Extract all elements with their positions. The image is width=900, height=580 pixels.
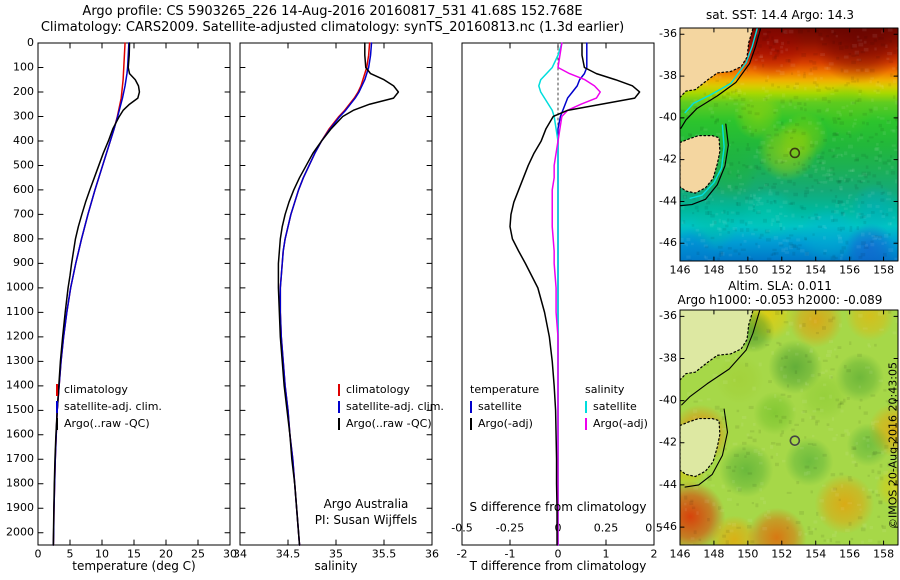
xaxis-label-tdiff: T difference from climatology bbox=[469, 559, 647, 573]
legend-diff-temperature-column: temperature satellite Argo(-adj) bbox=[470, 381, 539, 432]
satellite-t-line-swatch bbox=[470, 400, 472, 413]
legend-item: satellite bbox=[585, 398, 648, 415]
legend-label: satellite bbox=[478, 400, 522, 413]
imos-credit: ©IMOS 20-Aug-2016 20:43:05 bbox=[886, 362, 900, 529]
legend-label: Argo(-adj) bbox=[593, 417, 648, 430]
legend-header-temperature: temperature bbox=[470, 383, 540, 396]
legend-temperature-panel: climatology satellite-adj. clim. Argo(..… bbox=[56, 381, 162, 432]
legend-label: Argo(..raw -QC) bbox=[346, 417, 432, 430]
legend-item: satellite-adj. clim. bbox=[56, 398, 162, 415]
sla-map-title-line1: Altim. SLA: 0.011 bbox=[728, 279, 832, 293]
sla-map-title-line2: Argo h1000: -0.053 h2000: -0.089 bbox=[677, 293, 883, 307]
legend-label: Argo(-adj) bbox=[478, 417, 533, 430]
legend-label: satellite-adj. clim. bbox=[346, 400, 444, 413]
legend-item: Argo(..raw -QC) bbox=[56, 415, 162, 432]
sst-map-title: sat. SST: 14.4 Argo: 14.3 bbox=[705, 8, 855, 22]
figure-title-line1: Argo profile: CS 5903265_226 14-Aug-2016… bbox=[82, 4, 583, 19]
pi-label: PI: Susan Wijffels bbox=[314, 513, 418, 527]
satellite-adj-line-swatch bbox=[56, 400, 58, 413]
legend-label: Argo(..raw -QC) bbox=[64, 417, 150, 430]
satellite-s-line-swatch bbox=[585, 400, 587, 413]
climatology-line-swatch bbox=[56, 383, 58, 396]
satellite-adj-line-swatch bbox=[338, 400, 340, 413]
argo-raw-line-swatch bbox=[338, 417, 340, 430]
sdiff-axis-label: S difference from climatology bbox=[469, 500, 647, 514]
legend-label: satellite bbox=[593, 400, 637, 413]
legend-item: Argo(..raw -QC) bbox=[338, 415, 444, 432]
legend-label: climatology bbox=[64, 383, 128, 396]
legend-diff-salinity-column: salinity satellite Argo(-adj) bbox=[585, 381, 648, 432]
argo-raw-line-swatch bbox=[56, 417, 58, 430]
xaxis-label-temperature: temperature (deg C) bbox=[72, 559, 196, 573]
legend-item: Argo(-adj) bbox=[585, 415, 648, 432]
legend-item: Argo(-adj) bbox=[470, 415, 539, 432]
argo-t-line-swatch bbox=[470, 417, 472, 430]
legend-item: climatology bbox=[56, 381, 162, 398]
argo-s-line-swatch bbox=[585, 417, 587, 430]
argo-australia-label: Argo Australia bbox=[323, 497, 409, 511]
legend-item: climatology bbox=[338, 381, 444, 398]
figure-title-line2: Climatology: CARS2009. Satellite-adjuste… bbox=[40, 20, 625, 35]
legend-header-salinity: salinity bbox=[585, 383, 625, 396]
legend-item: satellite bbox=[470, 398, 539, 415]
legend-label: climatology bbox=[346, 383, 410, 396]
legend-item: satellite-adj. clim. bbox=[338, 398, 444, 415]
climatology-line-swatch bbox=[338, 383, 340, 396]
legend-label: satellite-adj. clim. bbox=[64, 400, 162, 413]
legend-salinity-panel: climatology satellite-adj. clim. Argo(..… bbox=[338, 381, 444, 432]
xaxis-label-salinity: salinity bbox=[314, 559, 358, 573]
